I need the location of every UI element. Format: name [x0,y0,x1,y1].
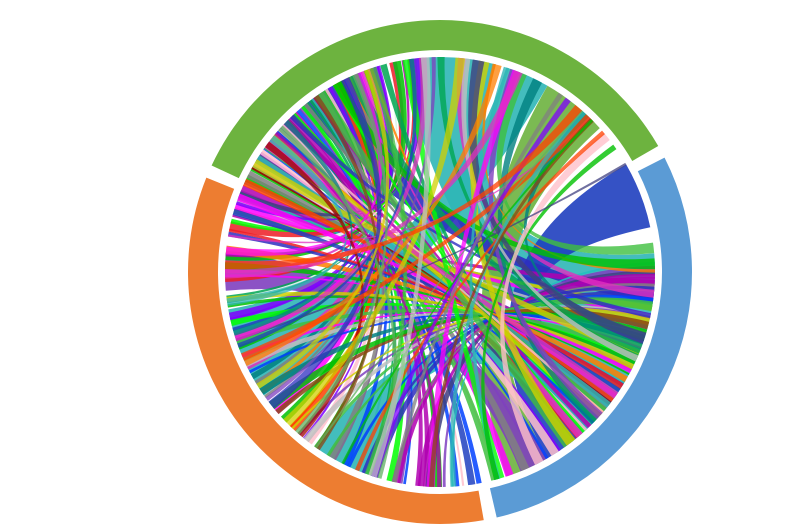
chord-diagram [0,0,800,530]
chord-root [188,20,692,524]
